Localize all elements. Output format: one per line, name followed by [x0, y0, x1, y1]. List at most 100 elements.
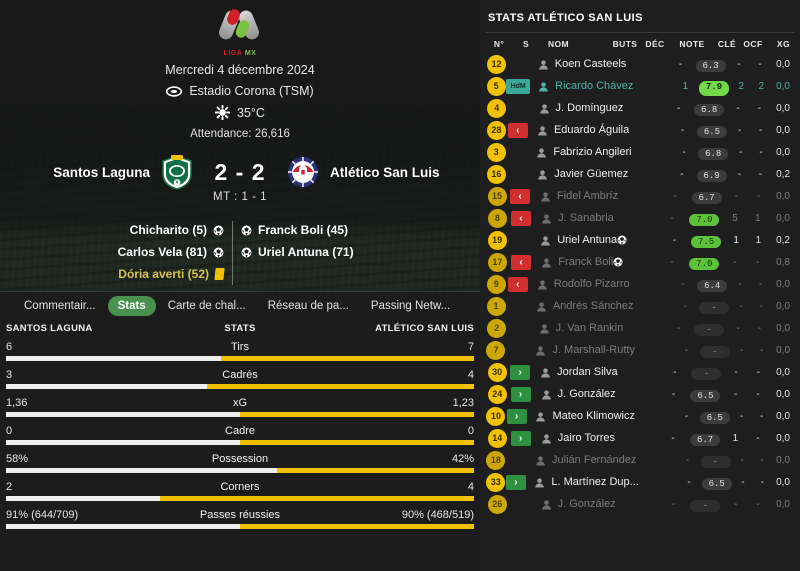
col-header-note[interactable]: NOTE [679, 39, 705, 49]
player-sub-cell: › [506, 408, 527, 424]
player-ocf: - [759, 300, 764, 312]
player-name-cell[interactable]: Mateo Klimowicz [527, 410, 635, 422]
player-note-cell: 6.5 [694, 121, 729, 139]
player-name-cell[interactable]: L. Martínez Dup... [526, 476, 639, 488]
col-header-dec[interactable]: DÉC [645, 39, 665, 49]
player-name-cell[interactable]: Fabrizio Angileri [528, 146, 632, 158]
player-row[interactable]: 9 ‹ Rodolfo Pizarro -6.4- -0,0 [480, 273, 800, 295]
player-row[interactable]: 12 Koen Casteels -6.3- -0,0 [480, 53, 800, 75]
col-header-name[interactable]: NOM [548, 39, 570, 49]
player-dec: - [684, 410, 689, 422]
player-cle: - [733, 388, 738, 400]
player-row[interactable]: 14 › Jairo Torres - 6.7 1 - 0,0 [480, 427, 800, 449]
player-row[interactable]: 8 ‹ J. Sanabria - 7.0 5 1 0,0 [480, 207, 800, 229]
player-row[interactable]: 7 J. Marshall-Rutty - - - -0,0 [480, 339, 800, 361]
stat-away-value: 90% (468/519) [401, 509, 474, 521]
stadium-name: Estadio Corona (TSM) [189, 84, 314, 98]
player-goal-icon-cell [617, 235, 636, 245]
stat-away-value: 4 [467, 481, 474, 493]
player-rating: 6.7 [691, 192, 722, 204]
player-name-cell[interactable]: J. Van Rankin [531, 322, 623, 334]
tab-passing-network[interactable]: Passing Netw... [370, 300, 451, 312]
player-name-cell[interactable]: Uriel Antuna [532, 234, 617, 246]
player-number-badge: 26 [486, 494, 508, 514]
player-sub-cell: ‹ [509, 254, 534, 270]
player-row[interactable]: 26 J. González - - - -0,0 [480, 493, 800, 515]
player-name-cell[interactable]: Ricardo Chávez [530, 80, 633, 92]
col-header-cle[interactable]: CLÉ [717, 39, 737, 49]
player-row[interactable]: 18 Julián Fernández - - - -0,0 [480, 449, 800, 471]
col-header-ocf[interactable]: OCF [743, 39, 763, 49]
player-dec: - [670, 256, 674, 268]
player-row[interactable]: 19 Uriel Antuna - 7.5 1 1 0,2 [480, 229, 800, 251]
player-dec: - [673, 190, 677, 202]
sub-off-icon: ‹ [507, 122, 528, 138]
player-name-cell[interactable]: Rodolfo Pizarro [529, 278, 630, 290]
player-name-cell[interactable]: Andrés Sánchez [528, 300, 634, 312]
player-name: J. González [557, 388, 616, 400]
player-rating: - [694, 324, 725, 336]
player-sub-cell: › [509, 430, 533, 446]
stat-row-xg: 1,36 xG 1,23 [6, 393, 474, 417]
player-name: L. Martínez Dup... [551, 476, 639, 488]
sub-on-icon: › [510, 430, 531, 446]
player-dec: - [671, 432, 675, 444]
player-row[interactable]: 4 J. Domínguez -6.8- -0,0 [480, 97, 800, 119]
player-row[interactable]: 2 J. Van Rankin - - - -0,0 [480, 317, 800, 339]
player-cle: - [734, 366, 738, 378]
player-sub-cell: › [508, 364, 532, 380]
goal-icon [241, 225, 252, 236]
player-row[interactable]: 17 ‹ Franck Boli - 7.0 - - 0,8 [480, 251, 800, 273]
player-ocf: - [758, 278, 763, 290]
stat-bar [6, 440, 474, 445]
player-xg: 0,0 [776, 366, 790, 378]
player-cle: - [733, 256, 737, 268]
tab-stats[interactable]: Stats [107, 296, 156, 316]
player-row[interactable]: 5 HdM Ricardo Chávez 1 7.9 2 2 0,0 [480, 75, 800, 97]
player-name-cell[interactable]: J. Marshall-Rutty [527, 344, 635, 356]
player-name-cell[interactable]: J. Sanabria [533, 212, 614, 224]
stat-home-value: 1,36 [6, 397, 28, 409]
stat-label: Corners [220, 481, 260, 493]
player-name-cell[interactable]: J. González [533, 498, 616, 510]
liga-mx-logo-icon [216, 7, 264, 48]
player-name-cell[interactable]: J. Domínguez [531, 102, 623, 114]
player-position-icon [535, 411, 546, 422]
player-name-cell[interactable]: J. González [533, 388, 616, 400]
player-dec: - [678, 58, 683, 70]
player-name-cell[interactable]: Javier Güemez [529, 168, 628, 180]
player-row[interactable]: 28 ‹ Eduardo Águila -6.5- -0,0 [480, 119, 800, 141]
player-row[interactable]: 24 › J. González -6.5- -0,0 [480, 383, 800, 405]
player-name-cell[interactable]: Jairo Torres [533, 432, 615, 444]
player-dec: - [685, 454, 690, 466]
player-note-cell: - [688, 363, 726, 381]
player-rating: - [699, 346, 730, 358]
col-header-sub[interactable]: S [522, 39, 530, 49]
player-row[interactable]: 30 › Jordan Silva - - - -0,0 [480, 361, 800, 383]
player-row[interactable]: 1 Andrés Sánchez - - - -0,0 [480, 295, 800, 317]
tab-reseau-de-passes[interactable]: Réseau de pa... [267, 300, 349, 312]
col-header-xg[interactable]: XG [776, 39, 790, 49]
player-name-cell[interactable]: Jordan Silva [532, 366, 618, 378]
player-xg: 0,0 [776, 146, 791, 158]
tab-commentaire[interactable]: Commentair... [24, 300, 96, 312]
tab-carte-de-chaleur[interactable]: Carte de chal... [167, 300, 246, 312]
player-number-badge: 12 [486, 54, 507, 74]
player-row[interactable]: 16 Javier Güemez -6.9- -0,2 [480, 163, 800, 185]
col-header-buts[interactable]: BUTS [612, 39, 638, 49]
col-header-number[interactable]: N° [493, 39, 505, 49]
player-name-cell[interactable]: Fidel Ambríz [532, 190, 618, 202]
player-xg: 0,0 [776, 322, 791, 334]
player-name-cell[interactable]: Julián Fernández [527, 454, 636, 466]
player-row[interactable]: 10 › Mateo Klimowicz -6.5- -0,0 [480, 405, 800, 427]
player-xg: 0,0 [776, 102, 790, 114]
player-name-cell[interactable]: Koen Casteels [530, 58, 626, 70]
player-position-icon [536, 301, 547, 312]
player-row[interactable]: 33 › L. Martínez Dup... -6.5- -0,0 [480, 471, 800, 493]
player-row[interactable]: 3 Fabrizio Angileri -6.8- -0,0 [480, 141, 800, 163]
player-name-cell[interactable]: Eduardo Águila [529, 124, 629, 136]
player-name-cell[interactable]: Franck Boli [533, 256, 613, 268]
player-number-badge: 9 [486, 274, 507, 294]
player-position-icon [539, 103, 550, 114]
player-row[interactable]: 15 ‹ Fidel Ambríz -6.7- -0,0 [480, 185, 800, 207]
